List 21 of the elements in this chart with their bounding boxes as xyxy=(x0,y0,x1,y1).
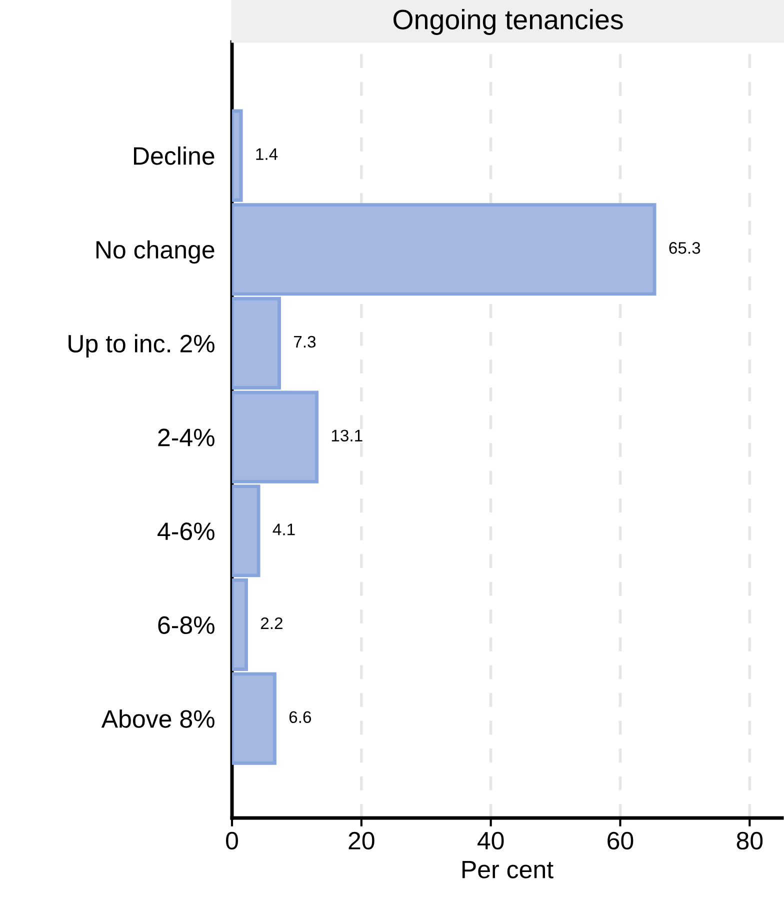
x-tick-label: 0 xyxy=(226,832,238,850)
y-tick-label: 4-6% xyxy=(158,522,214,540)
x-tick-label: 60 xyxy=(608,832,634,850)
data-label: 4.1 xyxy=(272,524,295,536)
y-tick-label: No change xyxy=(96,240,214,264)
data-label: 65.3 xyxy=(669,242,700,254)
y-tick-label: 6-8% xyxy=(158,616,214,634)
y-tick-label: 2-4% xyxy=(158,428,214,446)
x-axis-title: Per cent xyxy=(462,860,554,878)
chart-title: Ongoing tenancies xyxy=(394,9,623,35)
data-label: 13.1 xyxy=(332,430,362,442)
data-label: 6.6 xyxy=(289,711,312,724)
x-tick-label: 40 xyxy=(477,832,504,850)
y-tick-label: Above 8% xyxy=(101,709,214,728)
data-label: 7.3 xyxy=(294,336,316,348)
y-tick-label: Decline xyxy=(134,146,214,165)
data-label: 2.2 xyxy=(260,617,282,630)
x-tick-label: 20 xyxy=(348,832,374,850)
x-tick-label: 80 xyxy=(736,832,763,850)
data-label: 1.4 xyxy=(256,148,278,160)
y-tick-label: Up to inc. 2% xyxy=(68,334,214,358)
